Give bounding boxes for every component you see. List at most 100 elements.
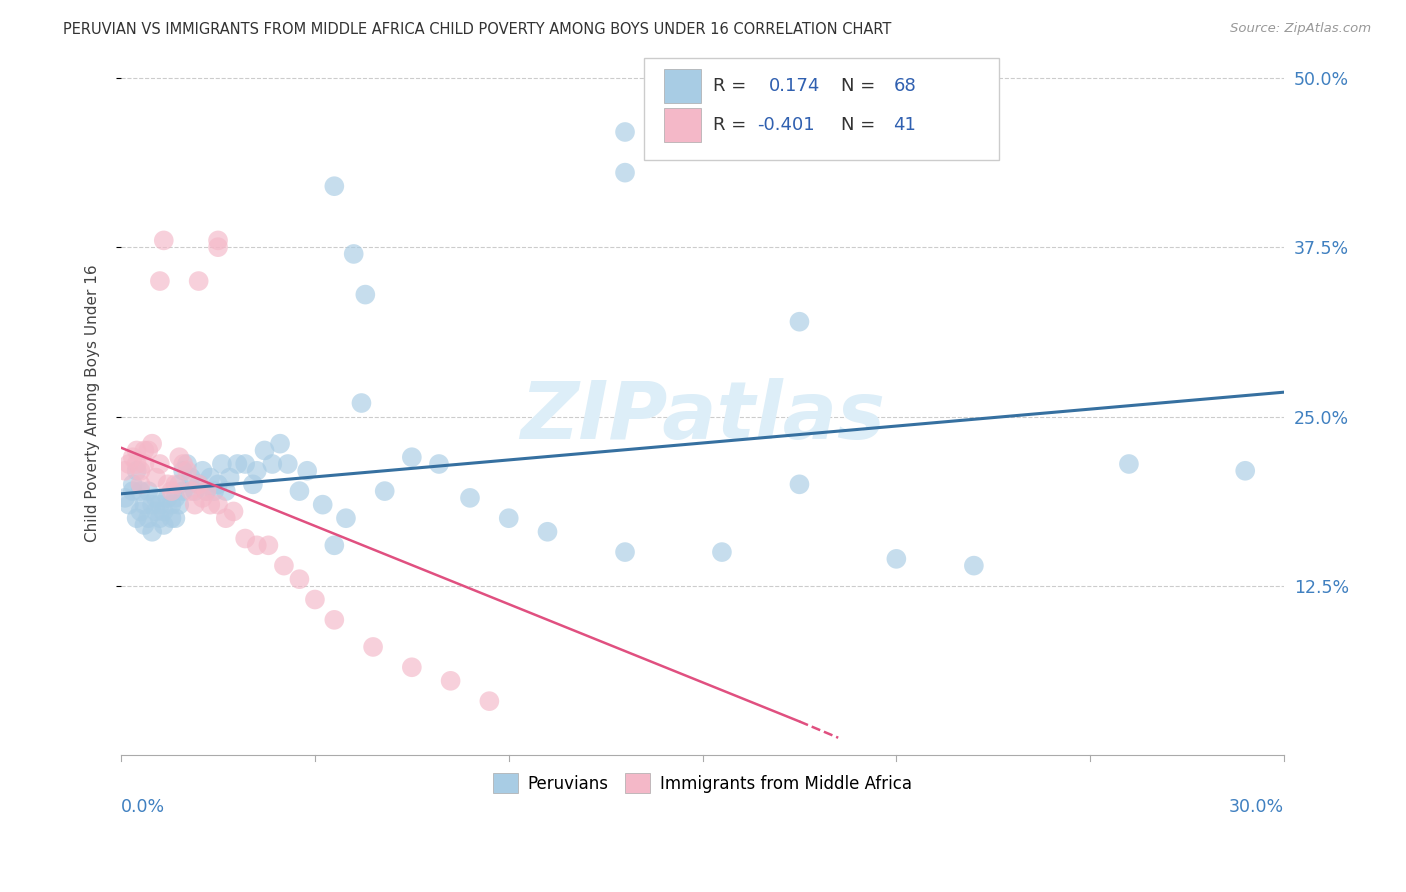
Point	[187, 274, 209, 288]
Text: 30.0%: 30.0%	[1229, 797, 1284, 815]
Point	[257, 538, 280, 552]
Point	[295, 464, 318, 478]
Text: Source: ZipAtlas.com: Source: ZipAtlas.com	[1230, 22, 1371, 36]
Point	[215, 484, 238, 499]
Point	[478, 694, 501, 708]
Point	[136, 443, 159, 458]
Point	[145, 504, 167, 518]
Text: R =: R =	[713, 116, 752, 134]
Point	[195, 484, 218, 499]
Point	[536, 524, 558, 539]
Text: 0.0%: 0.0%	[121, 797, 166, 815]
Point	[172, 484, 194, 499]
Point	[129, 477, 152, 491]
Point	[152, 234, 174, 248]
Legend: Peruvians, Immigrants from Middle Africa: Peruvians, Immigrants from Middle Africa	[486, 766, 920, 800]
Point	[1118, 457, 1140, 471]
Point	[886, 552, 908, 566]
Point	[226, 457, 249, 471]
Point	[789, 315, 811, 329]
Point	[354, 287, 377, 301]
Point	[498, 511, 520, 525]
Point	[160, 484, 183, 499]
Point	[129, 484, 152, 499]
Point	[149, 274, 172, 288]
Point	[191, 464, 214, 478]
Point	[963, 558, 986, 573]
Text: N =: N =	[841, 77, 882, 95]
Point	[200, 470, 222, 484]
Point	[156, 477, 179, 491]
Point	[141, 498, 163, 512]
Point	[134, 518, 156, 533]
Point	[180, 484, 202, 499]
Point	[242, 477, 264, 491]
Point	[176, 457, 198, 471]
Point	[145, 491, 167, 505]
Point	[125, 443, 148, 458]
Point	[114, 464, 136, 478]
Y-axis label: Child Poverty Among Boys Under 16: Child Poverty Among Boys Under 16	[86, 264, 100, 541]
Point	[136, 484, 159, 499]
Point	[710, 545, 733, 559]
Point	[215, 511, 238, 525]
FancyBboxPatch shape	[644, 58, 1000, 160]
Point	[160, 498, 183, 512]
Point	[141, 524, 163, 539]
Point	[145, 470, 167, 484]
Point	[184, 498, 207, 512]
Point	[191, 491, 214, 505]
Point	[789, 477, 811, 491]
Point	[246, 464, 269, 478]
Point	[253, 443, 276, 458]
Point	[288, 572, 311, 586]
Point	[149, 498, 172, 512]
Point	[125, 464, 148, 478]
Point	[169, 498, 191, 512]
Point	[343, 247, 366, 261]
Text: 68: 68	[893, 77, 915, 95]
Point	[152, 518, 174, 533]
Point	[134, 443, 156, 458]
Point	[304, 592, 326, 607]
Point	[273, 558, 295, 573]
Point	[165, 477, 187, 491]
Point	[121, 484, 143, 499]
Text: -0.401: -0.401	[758, 116, 815, 134]
Text: 41: 41	[893, 116, 917, 134]
Point	[277, 457, 299, 471]
Point	[172, 464, 194, 478]
Point	[323, 179, 346, 194]
Point	[458, 491, 481, 505]
Point	[233, 457, 256, 471]
Point	[427, 457, 450, 471]
Point	[401, 660, 423, 674]
Text: 0.174: 0.174	[769, 77, 820, 95]
Text: PERUVIAN VS IMMIGRANTS FROM MIDDLE AFRICA CHILD POVERTY AMONG BOYS UNDER 16 CORR: PERUVIAN VS IMMIGRANTS FROM MIDDLE AFRIC…	[63, 22, 891, 37]
Point	[129, 464, 152, 478]
Point	[614, 166, 637, 180]
Point	[350, 396, 373, 410]
Point	[312, 498, 335, 512]
Point	[172, 457, 194, 471]
FancyBboxPatch shape	[664, 69, 702, 103]
Point	[207, 498, 229, 512]
Point	[125, 511, 148, 525]
Point	[288, 484, 311, 499]
Point	[202, 484, 225, 499]
Point	[207, 240, 229, 254]
Point	[269, 436, 291, 450]
Point	[114, 491, 136, 505]
Point	[180, 470, 202, 484]
Point	[134, 498, 156, 512]
Point	[176, 464, 198, 478]
Point	[129, 504, 152, 518]
Point	[323, 538, 346, 552]
Point	[187, 477, 209, 491]
Point	[152, 504, 174, 518]
Point	[165, 491, 187, 505]
Point	[401, 450, 423, 465]
Point	[118, 498, 141, 512]
Point	[218, 470, 240, 484]
Point	[136, 511, 159, 525]
